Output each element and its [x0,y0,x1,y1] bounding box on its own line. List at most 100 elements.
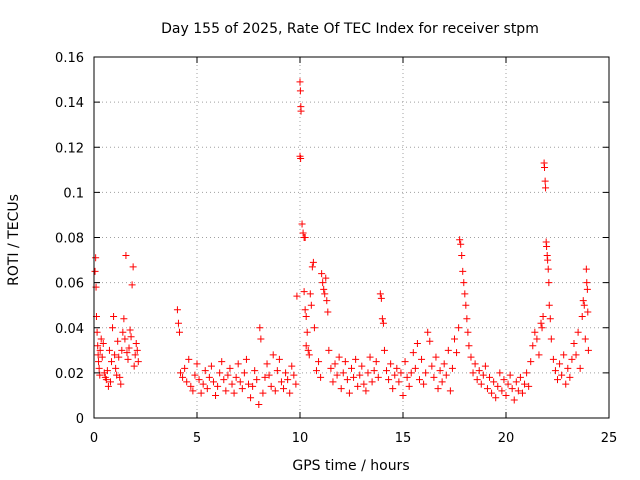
data-point [345,389,353,397]
data-point [510,396,518,404]
data-point [300,288,308,296]
data-point [498,387,506,395]
data-point [117,380,125,388]
data-point [544,265,552,273]
data-point [108,358,116,366]
data-point [105,346,113,354]
data-point [106,378,114,386]
data-point [465,342,473,350]
data-point [581,335,589,343]
data-point [457,240,465,248]
data-point [261,373,269,381]
data-point [174,319,182,327]
data-points [91,78,592,408]
data-point [130,362,138,370]
data-point [494,382,502,390]
data-point [358,362,366,370]
data-point [240,369,248,377]
data-point [238,385,246,393]
data-point [187,382,195,390]
data-point [177,369,185,377]
data-point [317,373,325,381]
data-point [407,369,415,377]
data-point [303,328,311,336]
data-point [383,367,391,375]
data-point [269,351,277,359]
data-point [98,353,106,361]
y-tick-label: 0.16 [55,51,84,66]
data-point [420,380,428,388]
data-point [523,369,531,377]
data-point [312,367,320,375]
data-point [195,376,203,384]
data-point [360,380,368,388]
data-point [111,351,119,359]
y-tick-label: 0.02 [55,367,84,382]
data-point [521,380,529,388]
data-point [307,301,315,309]
data-point [455,324,463,332]
data-point [282,369,290,377]
chart-title: Day 155 of 2025, Rate Of TEC Index for r… [161,21,539,37]
data-point [102,376,110,384]
data-point [348,364,355,372]
data-point [123,349,131,357]
data-point [462,301,470,309]
data-point [544,256,552,264]
data-point [547,335,555,343]
data-point [124,355,132,363]
data-point [582,265,590,273]
data-point [428,362,436,370]
data-point [424,328,432,336]
data-point [120,315,128,323]
data-point [133,346,141,354]
data-point [459,267,467,275]
data-point [205,373,213,381]
data-point [370,367,378,375]
data-point [411,364,419,372]
data-point [127,333,135,341]
data-point [335,353,343,361]
data-point [354,382,362,390]
data-point [181,364,189,372]
data-point [222,387,230,395]
axis-ticks: 0 5 10 15 20 25 0 0.02 0.04 0.06 0.08 0.1 0.12 0.14 0.… [55,51,617,446]
data-point [506,371,514,379]
data-point [245,380,252,388]
data-point [197,389,205,397]
data-point [305,351,313,359]
data-point [115,353,123,361]
data-point [280,385,288,393]
data-point [401,358,409,366]
data-point [471,360,479,368]
data-point [543,243,551,251]
data-point [516,373,524,381]
data-point [502,391,510,399]
y-axis-label: ROTI / TECUs [6,194,22,286]
data-point [93,328,101,336]
data-point [374,373,382,381]
data-point [284,376,292,384]
data-point [525,382,533,390]
data-point [377,294,385,302]
data-point [297,107,305,115]
data-point [341,358,349,366]
x-tick-label: 15 [395,431,412,446]
data-point [132,340,140,348]
data-point [549,355,557,363]
data-point [302,312,310,320]
data-point [512,378,520,386]
data-point [366,353,374,361]
data-point [179,373,187,381]
data-point [568,355,576,363]
data-point [212,391,220,399]
data-point [203,385,211,393]
data-point [116,373,124,381]
data-point [496,369,504,377]
y-tick-label: 0 [76,412,84,427]
data-point [259,389,267,397]
data-point [541,164,549,172]
y-tick-label: 0.04 [55,322,84,337]
data-point [125,344,133,352]
